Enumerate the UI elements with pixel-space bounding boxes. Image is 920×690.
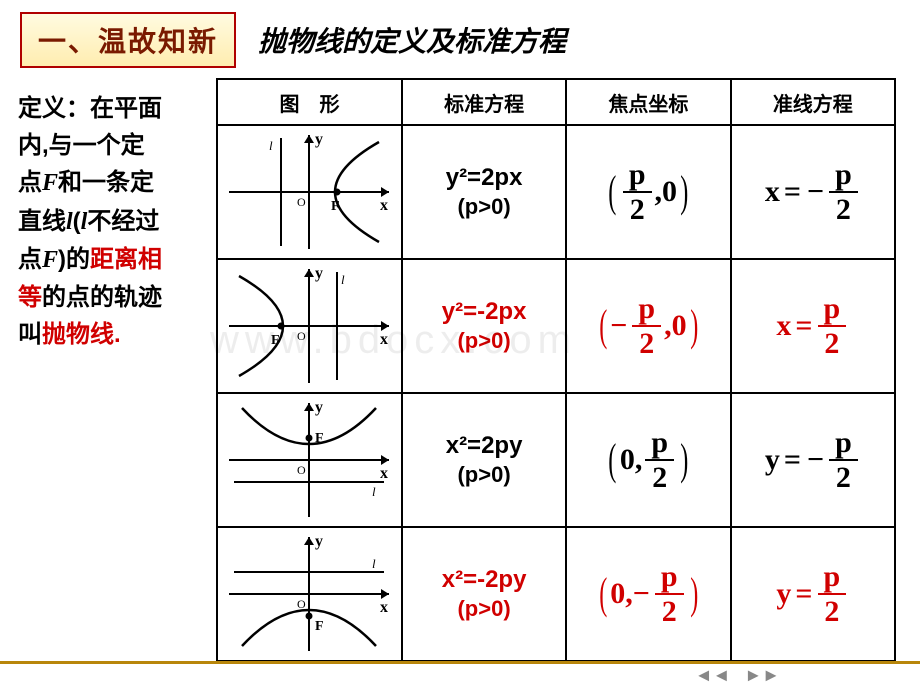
- svg-text:F: F: [315, 431, 324, 446]
- def-l1i: l: [66, 209, 73, 235]
- def-p1: (: [73, 208, 81, 235]
- svg-text:F: F: [315, 619, 324, 634]
- eq-main: y²=-2px: [442, 298, 527, 325]
- svg-text:y: y: [315, 131, 323, 148]
- parabola-down-icon: FOx y l: [224, 532, 394, 656]
- main-content: 定义：在平面 内,与一个定 点F和一条定 直线l(l不经过 点F)的距离相 等的…: [0, 78, 920, 662]
- focus-expr: (p2,0): [605, 160, 692, 225]
- table-row: F Ox y l y²=2px(p>0) (p2,0) x=−p2: [217, 125, 895, 259]
- svg-text:x: x: [380, 197, 388, 214]
- parabola-up-icon: F Ox y l: [224, 398, 394, 522]
- focus-cell: (0,−p2): [566, 527, 730, 661]
- shape-cell: F Ox y l: [217, 125, 402, 259]
- def-l7a: 叫: [18, 321, 42, 348]
- th-directrix: 准线方程: [731, 79, 895, 125]
- def-l1: 定义：在平面: [18, 95, 162, 122]
- prev-icon[interactable]: ◄◄: [695, 665, 731, 686]
- def-l7red: 抛物线.: [42, 321, 121, 348]
- directrix-cell: x=p2: [731, 259, 895, 393]
- table-row: F Ox y l y²=-2px(p>0) (−p2,0) x=p2: [217, 259, 895, 393]
- eq-main: x²=-2py: [442, 566, 527, 593]
- shape-cell: F Ox y l: [217, 259, 402, 393]
- def-l6b: 的点的轨迹: [42, 284, 162, 311]
- eq-sub: (p>0): [407, 461, 561, 490]
- directrix-cell: x=−p2: [731, 125, 895, 259]
- directrix-cell: y=p2: [731, 527, 895, 661]
- def-l6red: 等: [18, 284, 42, 311]
- next-icon[interactable]: ►►: [744, 665, 780, 686]
- parabola-left-icon: F Ox y l: [224, 264, 394, 388]
- svg-text:x: x: [380, 331, 388, 348]
- section-badge: 一、温故知新: [20, 12, 236, 68]
- def-l3b: 和一条定: [58, 169, 154, 196]
- equation-cell: x²=-2py(p>0): [402, 527, 566, 661]
- equation-cell: x²=2py(p>0): [402, 393, 566, 527]
- svg-text:y: y: [315, 533, 323, 550]
- def-F1: F: [42, 170, 58, 196]
- focus-cell: (0,p2): [566, 393, 730, 527]
- focus-cell: (−p2,0): [566, 259, 730, 393]
- footer-nav: ◄◄ ►►: [695, 665, 780, 686]
- svg-text:F: F: [331, 199, 340, 214]
- def-l4a: 直线: [18, 208, 66, 235]
- svg-text:O: O: [297, 329, 306, 343]
- def-l5b: 的: [66, 246, 90, 273]
- section-title: 抛物线的定义及标准方程: [258, 20, 566, 60]
- equation-cell: y²=2px(p>0): [402, 125, 566, 259]
- svg-text:y: y: [315, 399, 323, 416]
- svg-text:O: O: [297, 463, 306, 477]
- th-eq: 标准方程: [402, 79, 566, 125]
- def-l4b: 不经过: [87, 208, 159, 235]
- def-l3a: 点: [18, 169, 42, 196]
- def-l5a: 点: [18, 246, 42, 273]
- svg-text:O: O: [297, 597, 306, 611]
- svg-text:l: l: [372, 484, 376, 499]
- svg-text:x: x: [380, 465, 388, 482]
- eq-main: y²=2px: [446, 164, 523, 191]
- svg-text:x: x: [380, 599, 388, 616]
- focus-expr: (0,p2): [605, 428, 692, 493]
- definition-text: 定义：在平面 内,与一个定 点F和一条定 直线l(l不经过 点F)的距离相 等的…: [18, 78, 204, 662]
- equation-cell: y²=-2px(p>0): [402, 259, 566, 393]
- svg-text:O: O: [297, 195, 306, 209]
- table-row: FOx y l x²=-2py(p>0) (0,−p2) y=p2: [217, 527, 895, 661]
- focus-expr: (−p2,0): [596, 294, 702, 359]
- focus-expr: (0,−p2): [596, 562, 702, 627]
- svg-text:l: l: [269, 138, 273, 153]
- directrix-cell: y=−p2: [731, 393, 895, 527]
- parabola-right-icon: F Ox y l: [224, 130, 394, 254]
- svg-text:l: l: [341, 272, 345, 287]
- svg-text:y: y: [315, 265, 323, 282]
- table-row: F Ox y l x²=2py(p>0) (0,p2) y=−p2: [217, 393, 895, 527]
- shape-cell: FOx y l: [217, 527, 402, 661]
- eq-main: x²=2py: [446, 432, 523, 459]
- eq-sub: (p>0): [407, 327, 561, 356]
- def-l2: 内,与一个定: [18, 132, 145, 159]
- header: 一、温故知新 抛物线的定义及标准方程: [0, 0, 920, 78]
- directrix-expr: y=−p2: [765, 428, 861, 493]
- def-l5red: 距离相: [90, 246, 162, 273]
- svg-text:F: F: [271, 333, 280, 348]
- def-p2: ): [58, 246, 66, 273]
- footer-divider: [0, 661, 920, 664]
- table-header-row: 图 形 标准方程 焦点坐标 准线方程: [217, 79, 895, 125]
- directrix-expr: y=p2: [776, 562, 849, 627]
- eq-sub: (p>0): [407, 595, 561, 624]
- svg-text:l: l: [372, 556, 376, 571]
- directrix-expr: x=−p2: [765, 160, 861, 225]
- shape-cell: F Ox y l: [217, 393, 402, 527]
- parabola-table: 图 形 标准方程 焦点坐标 准线方程 FOxyly²=2px(p>0)(p2,0…: [216, 78, 896, 662]
- th-focus: 焦点坐标: [566, 79, 730, 125]
- th-shape: 图 形: [217, 79, 402, 125]
- def-F2: F: [42, 247, 58, 273]
- eq-sub: (p>0): [407, 193, 561, 222]
- focus-cell: (p2,0): [566, 125, 730, 259]
- directrix-expr: x=p2: [776, 294, 849, 359]
